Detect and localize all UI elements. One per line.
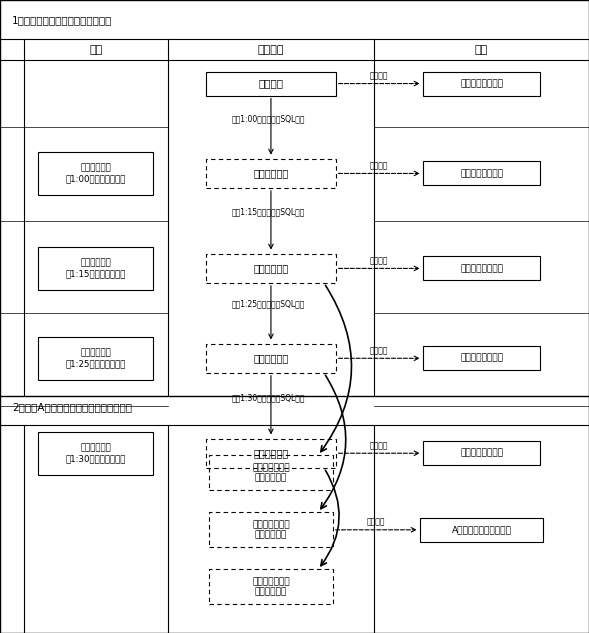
Text: 在　1:25、根据配置SQL生成: 在 1:25、根据配置SQL生成 (231, 299, 305, 308)
Text: 每天学校成绩报表: 每天学校成绩报表 (460, 169, 503, 178)
Bar (209, 513, 333, 547)
Text: 展现: 展现 (475, 45, 488, 54)
Bar (38, 432, 153, 475)
Text: 在　1:30、根据配置SQL生成: 在 1:30、根据配置SQL生成 (231, 393, 305, 402)
Text: 配置: 配置 (89, 45, 102, 54)
Text: 根据班级成绩
　1:15、生成学校成绩: 根据班级成绩 1:15、生成学校成绩 (65, 259, 126, 278)
Bar (419, 518, 543, 542)
Bar (38, 337, 153, 380)
Text: 根据学生成绩
　1:00、生成班级成绩: 根据学生成绩 1:00、生成班级成绩 (65, 164, 126, 183)
Text: 生成学校成绩: 生成学校成绩 (253, 263, 289, 273)
Text: 对应模板: 对应模板 (370, 346, 388, 355)
Text: 1、统计每天口语作业成绩（每天）: 1、统计每天口语作业成绩（每天） (12, 15, 112, 25)
Text: 学生成绩: 学生成绩 (259, 78, 283, 89)
Bar (38, 247, 153, 290)
Bar (209, 456, 333, 490)
Text: （复用中间表）
地市平均成绩: （复用中间表） 地市平均成绩 (252, 520, 290, 539)
Bar (206, 254, 336, 283)
Text: 每天全省成绩报表: 每天全省成绩报表 (460, 354, 503, 363)
Text: 生成班级成绩: 生成班级成绩 (253, 168, 289, 179)
Text: 每天班级成绩报表: 每天班级成绩报表 (460, 79, 503, 88)
Text: 在　1:00、根据配置SQL生成: 在 1:00、根据配置SQL生成 (231, 115, 305, 123)
Text: 自动执行: 自动执行 (258, 45, 284, 54)
Text: 生成全省成绩: 生成全省成绩 (253, 448, 289, 458)
Text: A学校口语作业成绩变化: A学校口语作业成绩变化 (452, 525, 511, 534)
Text: 对应模板: 对应模板 (370, 256, 388, 265)
Text: 对应模板: 对应模板 (370, 441, 388, 450)
Text: 根据学校成绩
　1:25、生成地市成绩: 根据学校成绩 1:25、生成地市成绩 (65, 349, 126, 368)
Text: 每天全国成绩报表: 每天全国成绩报表 (460, 449, 503, 458)
Bar (206, 72, 336, 96)
Bar (423, 256, 541, 280)
Text: 对应模板: 对应模板 (370, 72, 388, 80)
Bar (206, 439, 336, 468)
Text: 生成地市成绩: 生成地市成绩 (253, 353, 289, 363)
Bar (206, 344, 336, 373)
Bar (423, 161, 541, 185)
Text: （复用中间表）
全省平均成绩: （复用中间表） 全省平均成绩 (252, 577, 290, 596)
Text: 在　1:15、根据配置SQL生成: 在 1:15、根据配置SQL生成 (231, 207, 305, 216)
Bar (423, 441, 541, 465)
Bar (209, 570, 333, 604)
Text: 每天地市成绩报表: 每天地市成绩报表 (460, 264, 503, 273)
Text: 对应模板: 对应模板 (367, 518, 385, 527)
Text: 根据地市成绩
　1:30、生成全省成绩: 根据地市成绩 1:30、生成全省成绩 (65, 444, 126, 463)
Text: 2、统计A学校口语作业成绩变化（每天）: 2、统计A学校口语作业成绩变化（每天） (12, 402, 132, 412)
Bar (423, 72, 541, 96)
Bar (38, 152, 153, 195)
Bar (206, 159, 336, 188)
Bar (423, 346, 541, 370)
Text: （复用中间表）
学校平均成绩: （复用中间表） 学校平均成绩 (252, 463, 290, 482)
Text: 对应模板: 对应模板 (370, 161, 388, 170)
